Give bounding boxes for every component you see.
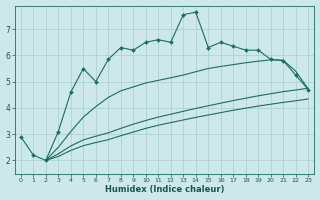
X-axis label: Humidex (Indice chaleur): Humidex (Indice chaleur) xyxy=(105,185,224,194)
